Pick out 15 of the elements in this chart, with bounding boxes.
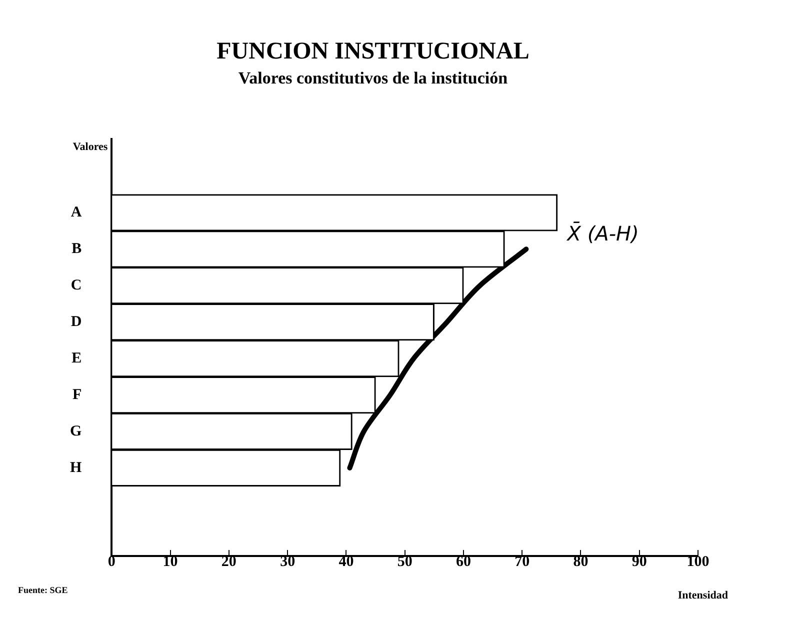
y-tick-label: H [70,460,82,476]
y-tick-label: D [70,314,82,330]
y-tick-label: E [72,350,82,366]
source-note: Fuente: SGE [18,584,68,595]
y-tick-label: A [70,204,82,221]
y-tick-label: B [72,241,82,258]
x-axis-title: Intensidad [678,589,728,602]
x-tick-label: 100 [686,554,710,570]
y-axis-title: Valores [72,141,108,154]
chart-subtitle: Valores constitutivos de la institución [238,68,508,88]
y-tick-label: F [72,386,82,403]
y-tick-label: G [70,423,82,440]
chart-title: FUNCION INSTITUCIONAL [216,38,530,65]
y-tick-label: C [70,277,82,294]
text: X̄ (A-H) [566,221,639,246]
